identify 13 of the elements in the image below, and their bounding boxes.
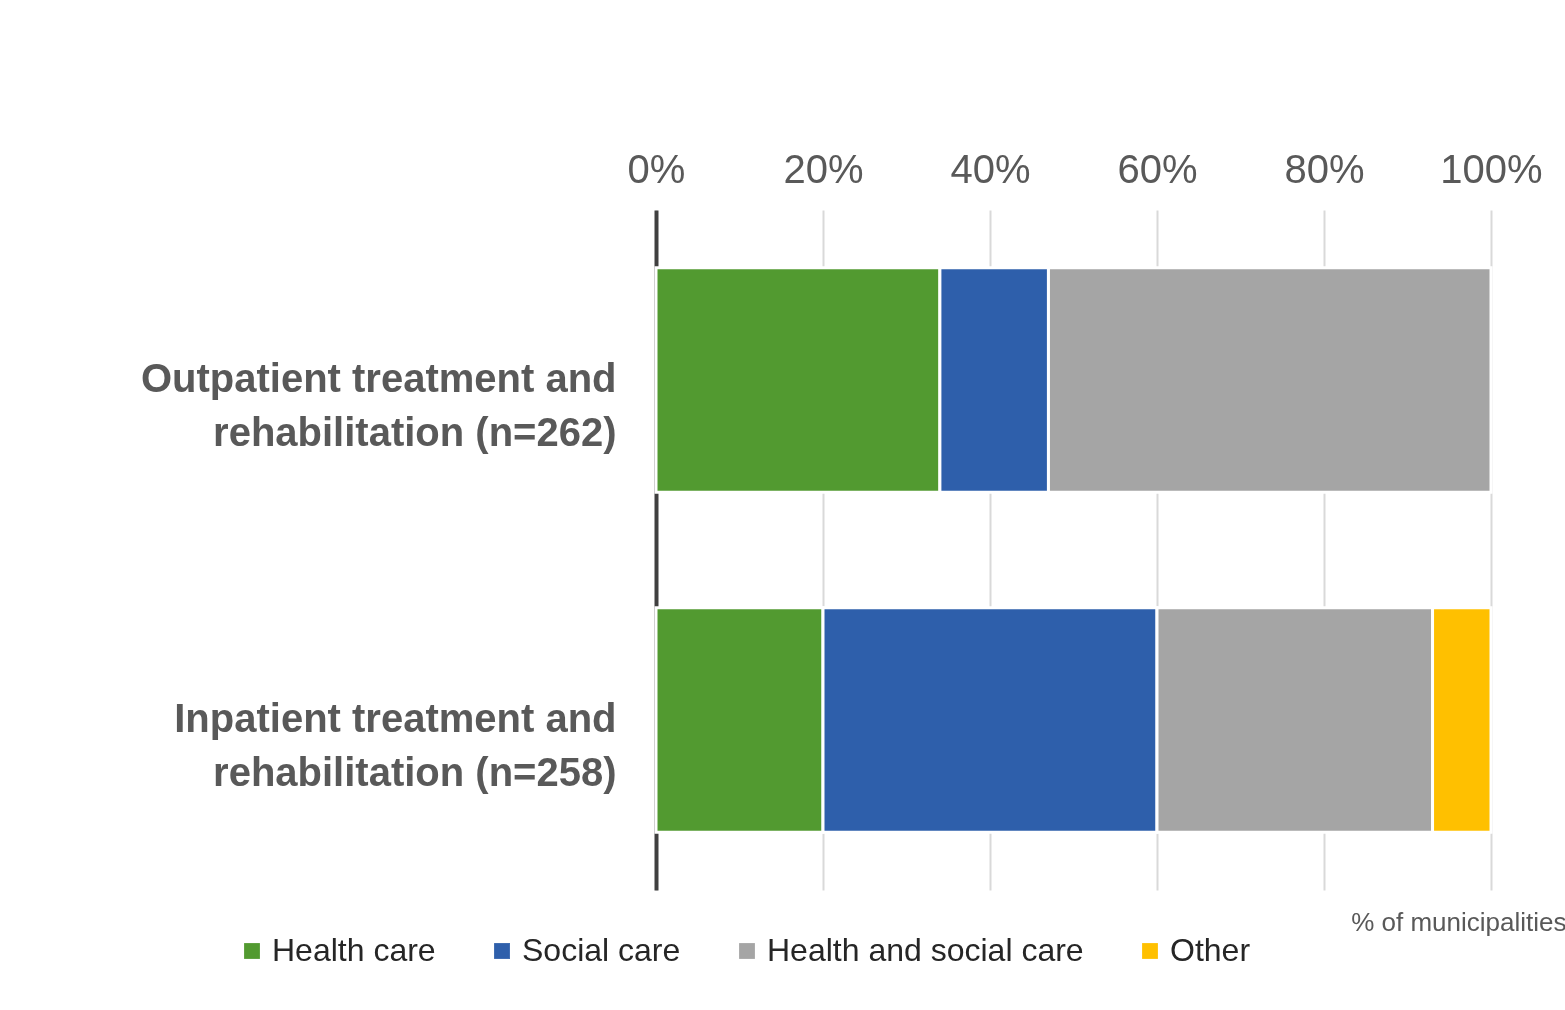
legend-label: Other (1170, 932, 1251, 968)
x-tick-label: 80% (1284, 146, 1365, 191)
x-tick-label: 40% (950, 146, 1031, 191)
y-tick-label: Outpatient treatment and rehabilitation (n=262) (140, 356, 617, 454)
x-tick-label: 0% (627, 146, 686, 191)
x-tick-label: 100% (1440, 146, 1543, 191)
x-tick-label: 20% (783, 146, 864, 191)
x-axis-title: % of municipalities (1351, 906, 1565, 937)
y-tick-label: Inpatient treatment and rehabilitation (n=258) (174, 696, 617, 794)
legend-label: Social care (522, 932, 681, 968)
x-tick-label: 60% (1117, 146, 1198, 191)
legend-label: Health care (272, 932, 436, 968)
legend-label: Health and social care (767, 932, 1084, 968)
